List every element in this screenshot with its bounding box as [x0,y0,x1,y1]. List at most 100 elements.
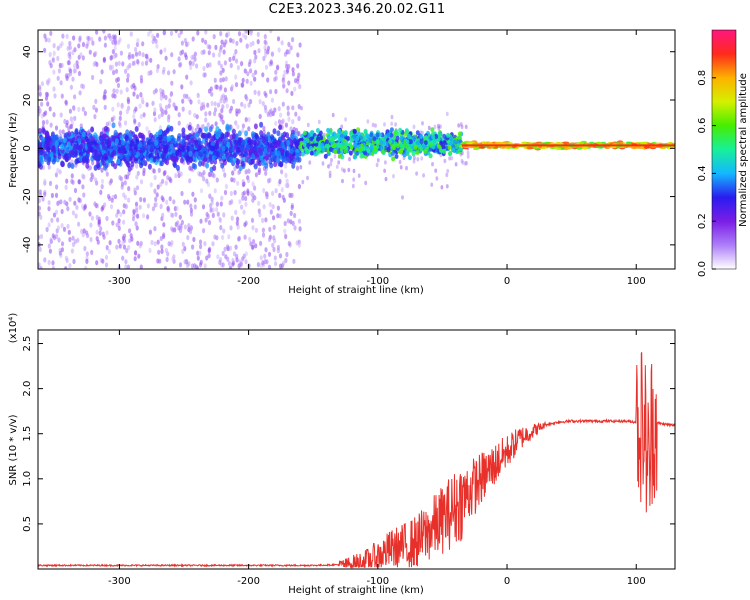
heatmap-cell [286,140,291,146]
heatmap-cell [566,146,573,150]
heatmap-cell [269,209,273,215]
heatmap-cell [194,142,199,149]
heatmap-cell [65,33,69,39]
heatmap-cell [254,243,258,249]
heatmap-cell [269,108,273,114]
heatmap-cell [338,153,342,159]
heatmap-cell [152,111,157,117]
heatmap-cell [211,155,216,161]
heatmap-cell [631,146,637,150]
heatmap-cell [195,63,199,69]
heatmap-cell [81,203,85,209]
heatmap-cell [351,183,355,189]
heatmap-cell [115,244,119,250]
heatmap-cell [142,197,146,203]
heatmap-cell [431,162,434,167]
heatmap-cell [123,120,128,126]
heatmap-cell [241,128,245,134]
heatmap-cell [171,156,176,163]
heatmap-cell [236,216,240,222]
heatmap-cell [226,244,230,250]
heatmap-cell [97,219,101,225]
heatmap-cell [157,114,161,120]
heatmap-cell [73,47,77,53]
heatmap-cell [340,167,344,172]
heatmap-cell [221,250,225,256]
heatmap-cell [223,189,228,196]
heatmap-cell [352,177,356,182]
heatmap-cell [405,166,408,171]
heatmap-cell [228,265,232,269]
heatmap-cell [180,190,184,197]
heatmap-cell [202,170,206,176]
heatmap-cell [165,127,170,134]
heatmap-cell [411,151,416,157]
heatmap-cell [127,54,131,60]
heatmap-cell [353,142,358,148]
heatmap-cell [218,47,222,53]
heatmap-cell [139,74,143,81]
heatmap-cell [284,257,288,264]
heatmap-cell [218,216,222,222]
heatmap-cell [186,235,190,241]
heatmap-cell [302,142,307,148]
heatmap-cell [81,131,86,138]
heatmap-cell [230,215,234,221]
heatmap-cell [213,101,217,107]
heatmap-cell [112,115,116,121]
heatmap-cell [232,55,236,62]
heatmap-cell [197,145,202,151]
heatmap-cell [47,243,51,249]
heatmap-cell [297,218,301,224]
heatmap-cell [202,150,207,157]
heatmap-cell [333,149,338,155]
heatmap-cell [133,143,138,150]
heatmap-cell [148,229,152,235]
heatmap-cell [122,219,126,225]
heatmap-cell [231,170,235,176]
heatmap-cell [578,141,585,145]
heatmap-cell [85,258,89,264]
heatmap-cell [272,128,277,135]
heatmap-cell [93,201,97,207]
heatmap-cell [128,62,132,69]
heatmap-cell [421,130,424,136]
heatmap-cell [415,140,420,146]
heatmap-cell [44,95,49,101]
heatmap-cell [293,225,297,231]
heatmap-cell [272,235,276,241]
heatmap-cell [216,102,221,108]
colorbar-label: Normalized spectral amplitude [738,73,749,227]
heatmap-cell [38,205,42,211]
heatmap-cell [213,188,217,194]
heatmap-cell [68,40,72,47]
heatmap-cell [125,129,130,136]
heatmap-cell [195,265,199,269]
heatmap-cell [386,147,391,153]
heatmap-cell [328,173,332,179]
heatmap-cell [130,140,134,147]
heatmap-cell [139,162,144,169]
heatmap-cell [168,98,172,104]
snr-series-line [38,352,675,569]
heatmap-cell [257,208,261,214]
heatmap-cell [125,144,130,151]
heatmap-cell [321,161,325,166]
heatmap-cell [60,144,65,151]
heatmap-cell [107,33,111,39]
heatmap-cell [240,61,244,67]
heatmap-cell [433,124,437,129]
heatmap-cell [127,165,132,172]
heatmap-cell [183,224,187,230]
heatmap-cell [112,53,117,59]
heatmap-cell [226,156,231,162]
heatmap-cell [164,247,168,254]
heatmap-cell [286,218,290,224]
heatmap-cell [356,127,361,133]
heatmap-cell [199,259,203,265]
heatmap-cell [383,135,388,140]
heatmap-cell [337,160,341,165]
heatmap-cell [264,217,268,223]
heatmap-cell [196,250,200,256]
heatmap-cell [64,266,68,269]
